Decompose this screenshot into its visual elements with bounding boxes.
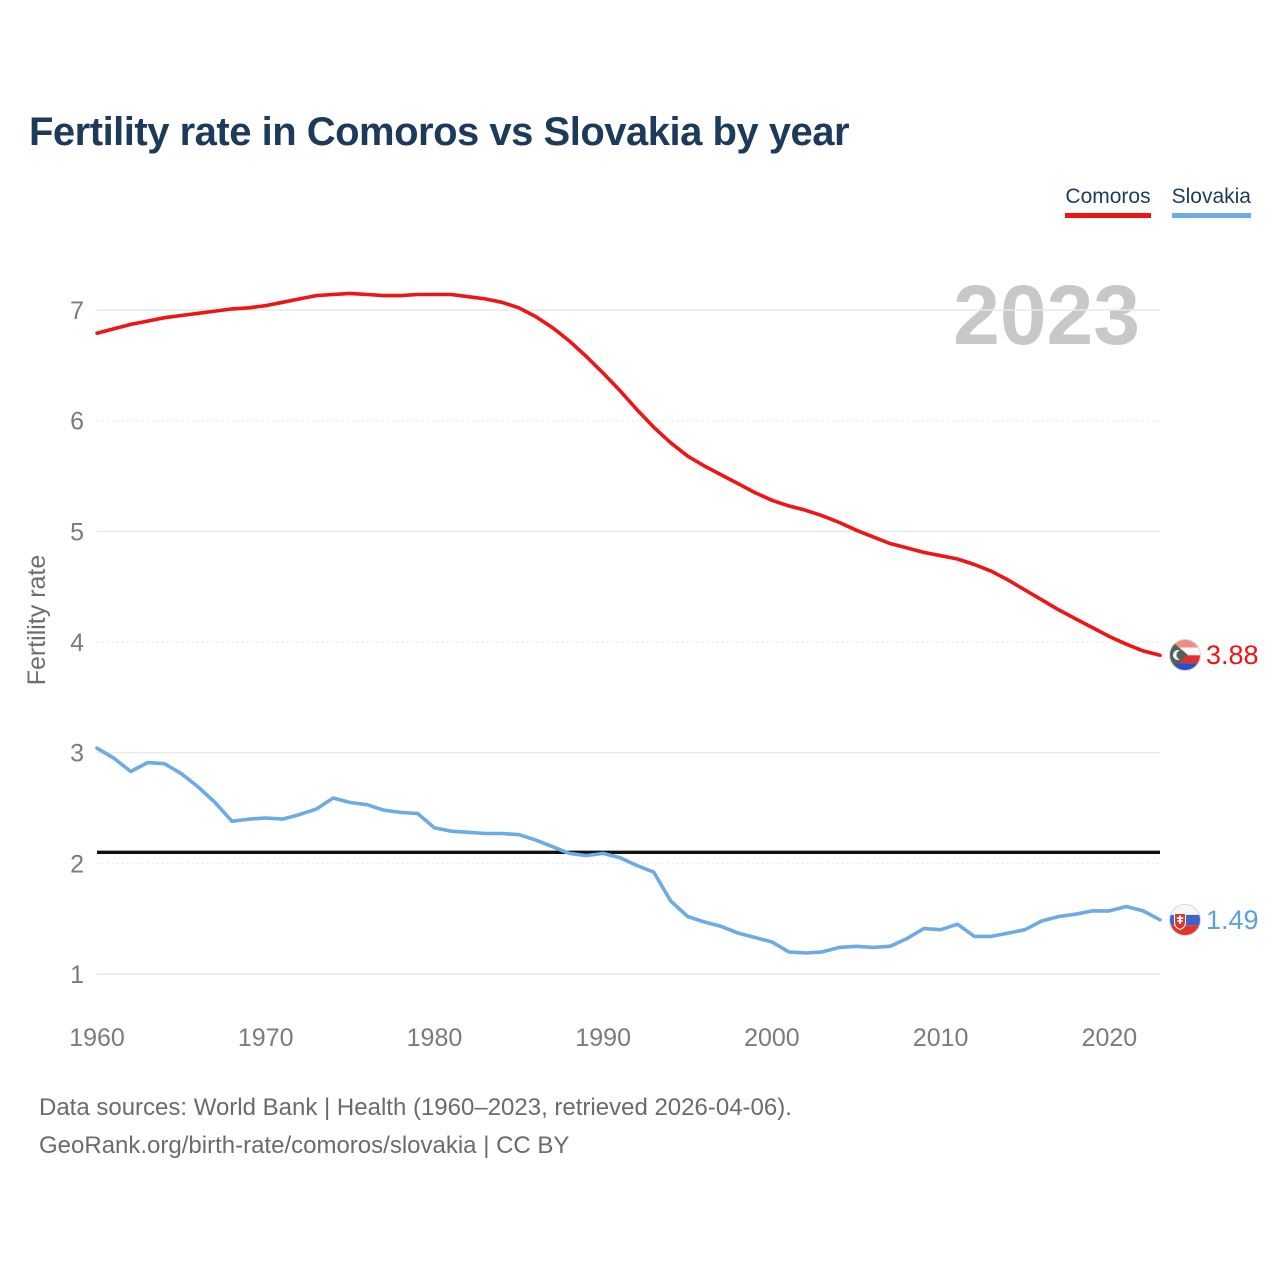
watermark-year: 2023	[953, 268, 1140, 362]
slovakia-line[interactable]	[95, 746, 1162, 955]
chart-legend: Comoros Slovakia	[1065, 185, 1251, 218]
y-tick-label: 4	[70, 629, 84, 657]
page-title: Fertility rate in Comoros vs Slovakia by…	[29, 110, 850, 154]
comoros-end-label: 3.88	[1169, 639, 1259, 671]
x-tick-label: 2000	[744, 1024, 800, 1052]
footer: Data sources: World Bank | Health (1960–…	[39, 1089, 792, 1165]
series-lines	[95, 291, 1162, 955]
x-tick-label: 1990	[575, 1024, 631, 1052]
y-tick-label: 7	[70, 297, 84, 325]
y-tick-label: 1	[70, 961, 84, 989]
y-tick-label: 5	[70, 518, 84, 546]
comoros-flag-icon	[1169, 639, 1201, 671]
comoros-end-value: 3.88	[1206, 640, 1259, 670]
x-tick-label: 2020	[1082, 1024, 1138, 1052]
x-tick-label: 2010	[913, 1024, 969, 1052]
slovakia-end-value: 1.49	[1206, 905, 1259, 935]
footer-sources: Data sources: World Bank | Health (1960–…	[39, 1094, 792, 1121]
x-tick-label: 1960	[69, 1024, 125, 1052]
slovakia-end-label: 1.49	[1169, 904, 1259, 936]
legend-label-comoros: Comoros	[1065, 185, 1151, 208]
legend-item-comoros[interactable]: Comoros	[1065, 185, 1151, 218]
legend-swatch-slovakia	[1171, 213, 1251, 218]
x-tick-label: 1980	[407, 1024, 463, 1052]
y-tick-label: 6	[70, 408, 84, 436]
legend-label-slovakia: Slovakia	[1171, 185, 1251, 208]
footer-url: GeoRank.org/birth-rate/comoros/slovakia …	[39, 1132, 570, 1159]
y-tick-label: 2	[70, 850, 84, 878]
legend-swatch-comoros	[1065, 213, 1151, 218]
comoros-line[interactable]	[95, 291, 1162, 658]
slovakia-flag-icon	[1169, 904, 1201, 936]
legend-item-slovakia[interactable]: Slovakia	[1171, 185, 1251, 218]
x-tick-label: 1970	[238, 1024, 294, 1052]
y-tick-label: 3	[70, 740, 84, 768]
y-axis-label: Fertility rate	[23, 555, 51, 686]
gridlines-and-ticks: 1 2 3 4 5 6 7 1960 1970 1980 1990 2000 2010 2020	[69, 297, 1160, 1052]
